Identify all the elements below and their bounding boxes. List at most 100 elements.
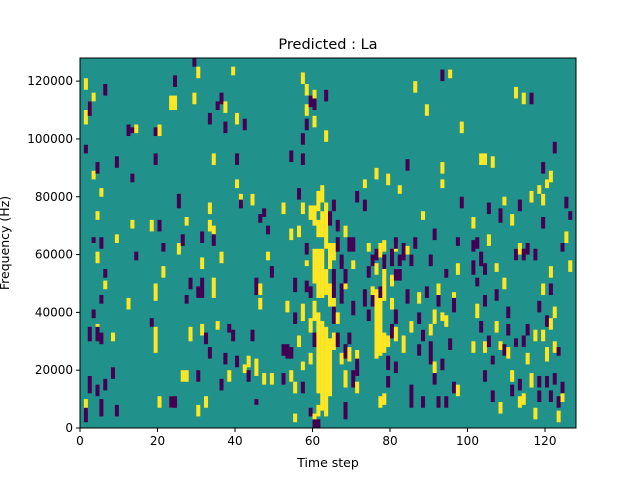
heatmap-cell-high <box>355 349 360 362</box>
heatmap-cell-high <box>545 179 550 189</box>
heatmap-cell-low <box>285 344 290 359</box>
heatmap-cell-high <box>541 329 546 342</box>
heatmap-cell-low <box>409 254 414 267</box>
heatmap-cell-low <box>289 150 294 163</box>
heatmap-cell-low <box>266 225 271 235</box>
heatmap-cell-low <box>157 219 162 232</box>
heatmap-cell-high <box>506 347 511 359</box>
heatmap-cell-high <box>471 216 476 229</box>
heatmap-cell-low <box>335 219 340 232</box>
heatmap-cell-high <box>211 277 216 298</box>
heatmap-cell-low <box>506 323 511 336</box>
heatmap-cell-low <box>91 309 96 319</box>
heatmap-cell-low <box>436 396 441 408</box>
heatmap-cell-high <box>378 396 383 408</box>
heatmap-cell-low <box>223 121 228 134</box>
plot-frame <box>79 57 577 429</box>
heatmap-cell-low <box>200 231 205 243</box>
heatmap-cell-high <box>413 81 418 93</box>
heatmap-cell-low <box>281 373 286 385</box>
heatmap-cell-low <box>405 159 410 171</box>
heatmap-cell-high <box>130 219 135 229</box>
heatmap-cell-high <box>316 248 321 298</box>
heatmap-cell-low <box>293 277 298 293</box>
heatmap-cell-high <box>328 243 333 270</box>
heatmap-cell-low <box>510 384 515 397</box>
heatmap-cell-low <box>525 323 530 336</box>
heatmap-cell-low <box>99 399 104 417</box>
heatmap-cell-high <box>304 104 309 116</box>
y-tick-label: 120000 <box>27 74 73 88</box>
heatmap-cell-low <box>355 358 360 376</box>
heatmap-cell-high <box>483 153 488 165</box>
heatmap-cell-high <box>312 89 317 102</box>
heatmap-cell-low <box>548 390 553 402</box>
heatmap-cell-low <box>374 248 379 261</box>
heatmap-cell-low <box>401 243 406 261</box>
heatmap-cell-low <box>297 188 302 200</box>
heatmap-cell-high <box>397 185 402 194</box>
heatmap-cell-low <box>432 228 437 241</box>
heatmap-cell-high <box>200 257 205 270</box>
heatmap-cell-high <box>312 205 317 226</box>
heatmap-cell-high <box>564 231 569 243</box>
heatmap-cell-high <box>324 202 329 249</box>
heatmap-cell-high <box>386 335 391 348</box>
heatmap-cell-high <box>200 323 205 336</box>
heatmap-cell-high <box>486 234 491 246</box>
heatmap-cell-high <box>83 78 88 90</box>
heatmap-cell-high <box>157 124 162 137</box>
heatmap-cell-high <box>83 110 88 125</box>
heatmap-cell-high <box>316 404 321 417</box>
heatmap-cell-high <box>417 292 422 304</box>
heatmap-cell-low <box>207 347 212 359</box>
heatmap-cell-high <box>300 72 305 85</box>
heatmap-cell-high <box>235 179 240 189</box>
heatmap-cell-high <box>382 240 387 252</box>
heatmap-cell-high <box>281 202 286 215</box>
heatmap-cell-low <box>471 260 476 275</box>
heatmap-cell-low <box>393 309 398 324</box>
heatmap-cell-low <box>312 419 317 428</box>
heatmap-cell-low <box>552 373 557 385</box>
heatmap-cell-low <box>351 370 356 388</box>
heatmap-cell-low <box>343 344 348 359</box>
heatmap-cell-low <box>494 289 499 301</box>
heatmap-cell-low <box>393 269 398 281</box>
heatmap-cell-high <box>316 312 321 394</box>
heatmap-cell-low <box>444 396 449 408</box>
heatmap-cell-high <box>545 347 550 362</box>
heatmap-cell-low <box>378 286 383 298</box>
heatmap-cell-high <box>250 193 255 206</box>
heatmap-cell-high <box>560 387 565 402</box>
heatmap-cell-low <box>269 266 274 278</box>
heatmap-cell-low <box>114 404 119 417</box>
heatmap-cell-high <box>316 219 321 238</box>
heatmap-cell-high <box>114 234 119 243</box>
heatmap-cell-low <box>432 373 437 385</box>
heatmap-cell-high <box>436 283 441 296</box>
heatmap-cell-high <box>440 179 445 189</box>
heatmap-cell-high <box>537 185 542 194</box>
heatmap-cell-low <box>366 266 371 278</box>
heatmap-cell-low <box>339 260 344 270</box>
heatmap-cell-low <box>517 199 522 212</box>
heatmap-cell-high <box>343 370 348 388</box>
heatmap-cell-low <box>87 101 92 116</box>
heatmap-cell-low <box>308 95 313 108</box>
heatmap-cell-high <box>297 225 302 238</box>
heatmap-cell-low <box>390 323 395 339</box>
y-axis-label: Frequency (Hz) <box>0 196 12 290</box>
heatmap-cell-high <box>91 170 96 180</box>
heatmap-cell-low <box>355 190 360 203</box>
heatmap-cell-low <box>370 254 375 267</box>
heatmap-cell-high <box>502 196 507 206</box>
heatmap-cell-high <box>215 321 220 330</box>
heatmap-cell-low <box>99 332 104 345</box>
heatmap-cell-high <box>328 283 333 307</box>
heatmap-cell-low <box>289 347 294 359</box>
heatmap-cell-high <box>308 318 313 333</box>
heatmap-cell-high <box>494 321 499 333</box>
heatmap-cell-low <box>300 133 305 145</box>
heatmap-cell-low <box>386 355 391 371</box>
